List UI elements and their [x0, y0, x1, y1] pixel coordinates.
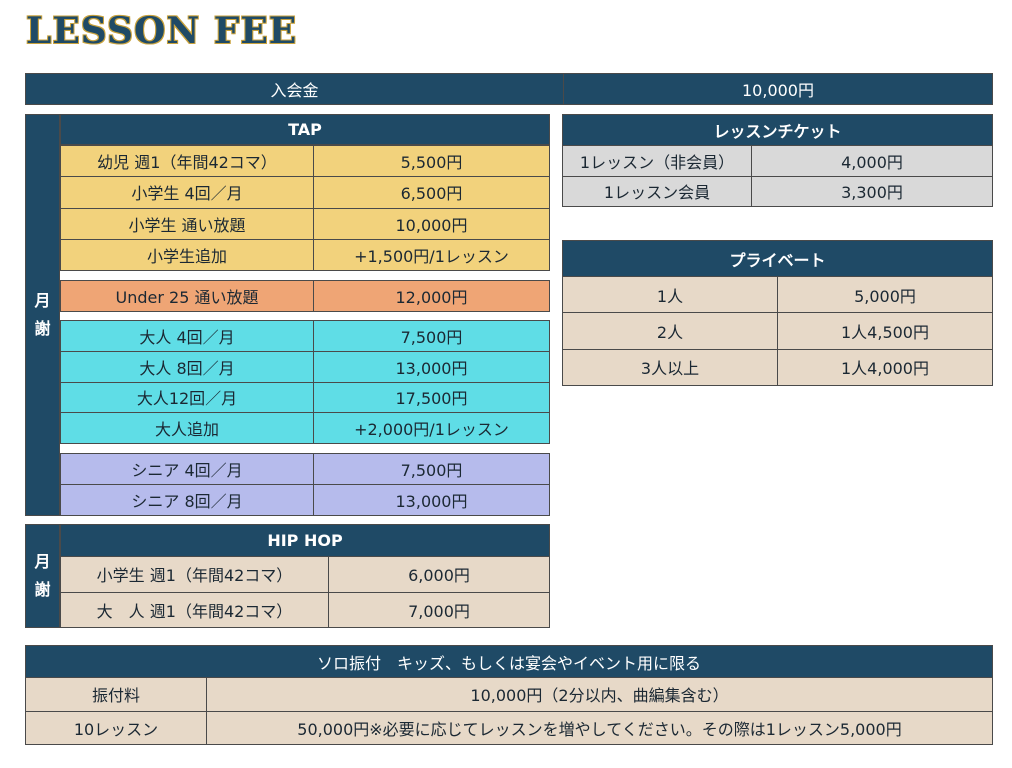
hiphop-header: HIP HOP [60, 524, 550, 557]
tap-plan-name: シニア 4回／月 [60, 453, 314, 485]
table-row: 小学生 通い放題 10,000円 [60, 207, 550, 240]
ticket-table: レッスンチケット 1レッスン（非会員） 4,000円 1レッスン会員 3,300… [562, 114, 993, 207]
tap-header-table: TAP [60, 114, 550, 145]
tap-plan-price: 13,000円 [313, 350, 550, 383]
solo-table: ソロ振付 キッズ、もしくは宴会やイベント用に限る 振付料 10,000円（2分以… [25, 645, 993, 745]
ticket-name: 1レッスン（非会員） [562, 145, 752, 177]
tap-plan-name: 小学生 4回／月 [60, 176, 314, 209]
tap-plan-price: 12,000円 [313, 280, 550, 312]
tap-plan-name: 大人12回／月 [60, 381, 314, 414]
table-row: 大人 4回／月 7,500円 [60, 320, 550, 352]
table-row: シニア 4回／月 7,500円 [60, 453, 550, 485]
ticket-price: 4,000円 [751, 145, 993, 177]
hiphop-table: HIP HOP 小学生 週1（年間42コマ） 6,000円 大 人 週1（年間4… [60, 524, 550, 628]
tap-plan-price: 7,500円 [313, 453, 550, 485]
hiphop-plan-price: 7,000円 [328, 591, 550, 628]
solo-detail: 50,000円※必要に応じてレッスンを増やしてください。その際は1レッスン5,0… [206, 710, 993, 745]
tap-plan-price: 7,500円 [313, 320, 550, 352]
tap-under25-table: Under 25 通い放題 12,000円 [60, 280, 550, 312]
monthly-char-2: 謝 [34, 319, 51, 338]
solo-detail: 10,000円（2分以内、曲編集含む） [206, 677, 993, 712]
tap-kids-table: 幼児 週1（年間42コマ） 5,500円 小学生 4回／月 6,500円 小学生… [60, 144, 550, 272]
tap-plan-name: シニア 8回／月 [60, 484, 314, 516]
table-row: 1レッスン会員 3,300円 [562, 175, 993, 207]
table-row: 大人追加 +2,000円/1レッスン [60, 412, 550, 444]
table-row: シニア 8回／月 13,000円 [60, 484, 550, 516]
admission-value: 10,000円 [563, 73, 993, 105]
private-price: 1人4,500円 [777, 312, 993, 350]
monthly-char-1: 月 [34, 291, 51, 310]
tap-adult-table: 大人 4回／月 7,500円 大人 8回／月 13,000円 大人12回／月 1… [60, 320, 550, 444]
table-row: 10レッスン 50,000円※必要に応じてレッスンを増やしてください。その際は1… [25, 710, 993, 745]
page-title: LESSON FEE [26, 10, 298, 52]
tap-plan-name: 大人 8回／月 [60, 350, 314, 383]
solo-item: 振付料 [25, 677, 207, 712]
monthly-char-2: 謝 [34, 580, 51, 599]
table-row: 幼児 週1（年間42コマ） 5,500円 [60, 144, 550, 178]
table-row: 1レッスン（非会員） 4,000円 [562, 145, 993, 177]
hiphop-monthly-label: 月 謝 [25, 524, 60, 628]
table-row: 1人 5,000円 [562, 275, 993, 314]
hiphop-plan-price: 6,000円 [328, 556, 550, 593]
private-people: 2人 [562, 312, 778, 350]
table-row: 大人 8回／月 13,000円 [60, 350, 550, 383]
ticket-header: レッスンチケット [562, 114, 993, 146]
solo-item: 10レッスン [25, 710, 207, 745]
table-row: 振付料 10,000円（2分以内、曲編集含む） [25, 677, 993, 712]
tap-plan-name: 幼児 週1（年間42コマ） [60, 144, 314, 178]
tap-plan-price: 6,500円 [313, 176, 550, 209]
table-row: 3人以上 1人4,000円 [562, 348, 993, 387]
private-people: 3人以上 [562, 348, 778, 387]
monthly-char-1: 月 [34, 552, 51, 571]
table-row: 小学生 週1（年間42コマ） 6,000円 [60, 556, 550, 593]
tap-header: TAP [60, 114, 550, 145]
tap-plan-name: 大人 4回／月 [60, 320, 314, 352]
private-table: プライベート 1人 5,000円 2人 1人4,500円 3人以上 1人4,00… [562, 240, 993, 387]
table-row: Under 25 通い放題 12,000円 [60, 280, 550, 312]
private-header: プライベート [562, 240, 993, 277]
hiphop-plan-name: 大 人 週1（年間42コマ） [60, 591, 329, 628]
table-row: 大 人 週1（年間42コマ） 7,000円 [60, 591, 550, 628]
tap-plan-price: 17,500円 [313, 381, 550, 414]
tap-monthly-label: 月 謝 [25, 114, 60, 516]
table-row: 大人12回／月 17,500円 [60, 381, 550, 414]
tap-plan-price: 5,500円 [313, 144, 550, 178]
table-row: 小学生 4回／月 6,500円 [60, 176, 550, 209]
solo-header: ソロ振付 キッズ、もしくは宴会やイベント用に限る [25, 645, 993, 678]
tap-plan-name: 大人追加 [60, 412, 314, 444]
private-people: 1人 [562, 275, 778, 314]
ticket-name: 1レッスン会員 [562, 175, 752, 207]
tap-plan-name: Under 25 通い放題 [60, 280, 314, 312]
table-row: 小学生追加 +1,500円/1レッスン [60, 238, 550, 272]
admission-table: 入会金 10,000円 [25, 73, 993, 105]
hiphop-plan-name: 小学生 週1（年間42コマ） [60, 556, 329, 593]
table-row: 2人 1人4,500円 [562, 312, 993, 350]
tap-plan-price: 13,000円 [313, 484, 550, 516]
private-price: 5,000円 [777, 275, 993, 314]
tap-plan-name: 小学生追加 [60, 238, 314, 272]
tap-senior-table: シニア 4回／月 7,500円 シニア 8回／月 13,000円 [60, 453, 550, 516]
admission-label: 入会金 [25, 73, 564, 105]
tap-plan-price: +1,500円/1レッスン [313, 238, 550, 272]
tap-plan-price: +2,000円/1レッスン [313, 412, 550, 444]
private-price: 1人4,000円 [777, 348, 993, 387]
tap-plan-name: 小学生 通い放題 [60, 207, 314, 240]
tap-plan-price: 10,000円 [313, 207, 550, 240]
ticket-price: 3,300円 [751, 175, 993, 207]
